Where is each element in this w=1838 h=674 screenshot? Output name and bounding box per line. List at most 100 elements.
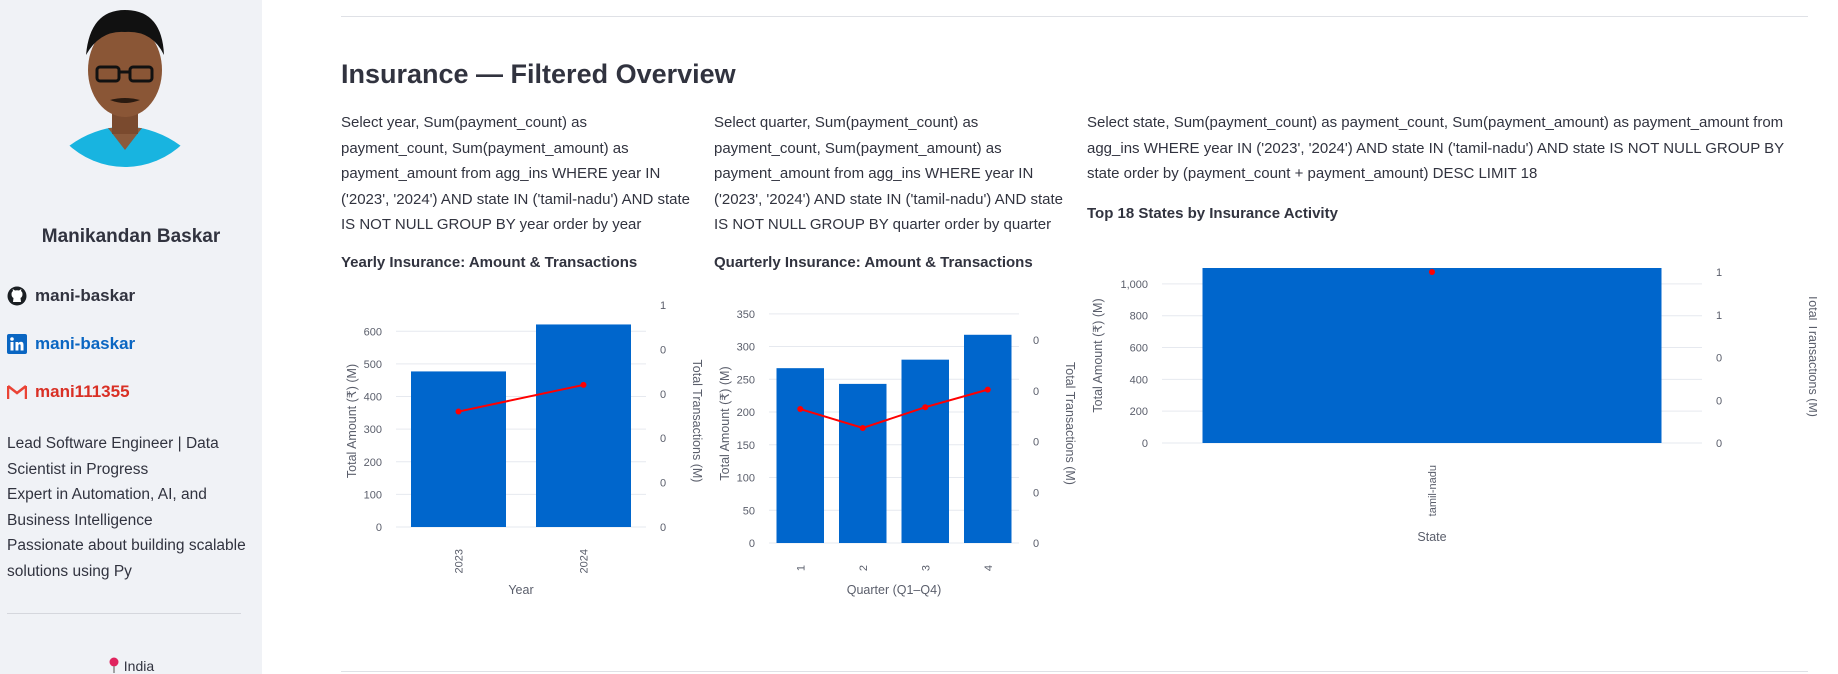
x-tick-label: 2 bbox=[858, 565, 870, 571]
y-tick-label: 500 bbox=[364, 359, 382, 371]
line-point bbox=[1429, 269, 1435, 275]
chart-state: 0 200 400 600 800 1,000 0 0 0 1 1 tamil-nadu State To… bbox=[1091, 267, 1817, 544]
series-line bbox=[799, 388, 989, 430]
y-tick-label: 0 bbox=[749, 538, 755, 550]
location: India bbox=[0, 657, 262, 674]
y-tick-label: 100 bbox=[364, 489, 382, 501]
chart-title-state: Top 18 States by Insurance Activity bbox=[1087, 205, 1338, 222]
line-point bbox=[797, 406, 804, 413]
linkedin-icon bbox=[7, 334, 27, 354]
sidebar: Manikandan Baskar mani-baskar mani-baska… bbox=[0, 0, 262, 674]
divider-top bbox=[341, 16, 1808, 17]
github-link[interactable]: mani-baskar bbox=[7, 286, 135, 306]
bar bbox=[839, 383, 887, 543]
y-tick-label: 600 bbox=[1130, 343, 1148, 355]
y2-tick-label: 0 bbox=[1033, 335, 1039, 347]
series-line bbox=[458, 383, 584, 413]
x-tick-label: 2024 bbox=[579, 549, 591, 573]
sidebar-divider bbox=[7, 613, 241, 614]
line-point bbox=[984, 386, 991, 393]
email-label: mani111355 bbox=[35, 382, 130, 401]
y2-tick-label: 0 bbox=[660, 344, 666, 356]
y2-axis-title: Total Transactions (M) bbox=[690, 360, 704, 483]
y-tick-label: 400 bbox=[364, 392, 382, 404]
page-title: Insurance — Filtered Overview bbox=[341, 59, 736, 89]
chart-title-quarterly: Quarterly Insurance: Amount & Transactio… bbox=[714, 254, 1033, 271]
x-tick-label: 2023 bbox=[454, 549, 466, 573]
y-tick-label: 200 bbox=[1130, 406, 1148, 418]
y2-tick-label: 1 bbox=[660, 300, 666, 312]
linkedin-link[interactable]: mani-baskar bbox=[7, 334, 135, 354]
bar bbox=[1202, 268, 1662, 443]
bar bbox=[901, 359, 949, 543]
profile-name: Manikandan Baskar bbox=[41, 226, 221, 247]
chart-yearly: 0 100 200 300 400 500 600 0 0 0 0 0 1 2023 2024 Year Tot… bbox=[345, 300, 704, 597]
y-tick-label: 250 bbox=[737, 374, 755, 386]
sql-query-yearly: Select year, Sum(payment_count) as payme… bbox=[341, 114, 690, 234]
y-axis-title: Total Amount (₹) (M) bbox=[718, 366, 732, 480]
github-label: mani-baskar bbox=[35, 286, 136, 305]
gmail-icon bbox=[7, 385, 27, 399]
line-point bbox=[580, 381, 587, 388]
y-tick-label: 0 bbox=[376, 522, 382, 534]
y-tick-label: 100 bbox=[737, 473, 755, 485]
linkedin-label: mani-baskar bbox=[35, 334, 136, 353]
profile-photo bbox=[30, 0, 200, 185]
y2-tick-label: 1 bbox=[1716, 267, 1722, 279]
bio-line: Lead Software Engineer | Data Scientist … bbox=[7, 435, 219, 478]
y2-tick-label: 0 bbox=[1033, 538, 1039, 550]
y-tick-label: 600 bbox=[364, 326, 382, 338]
pin-icon bbox=[109, 657, 119, 673]
y-tick-label: 300 bbox=[364, 424, 382, 436]
y-tick-label: 350 bbox=[737, 309, 755, 321]
y-tick-label: 300 bbox=[737, 342, 755, 354]
y2-tick-label: 0 bbox=[1033, 437, 1039, 449]
bar bbox=[411, 371, 506, 527]
y-tick-label: 1,000 bbox=[1120, 279, 1148, 291]
x-axis-title: State bbox=[1417, 530, 1446, 544]
x-tick-label: 1 bbox=[795, 565, 807, 571]
y-tick-label: 150 bbox=[737, 440, 755, 452]
line-point bbox=[455, 408, 462, 415]
y2-axis-title: Total Transactions (M) bbox=[1806, 294, 1817, 417]
location-label: India bbox=[123, 658, 155, 674]
email-link[interactable]: mani111355 bbox=[7, 382, 130, 402]
y2-tick-label: 0 bbox=[1033, 487, 1039, 499]
line-point bbox=[859, 424, 866, 431]
line-point bbox=[922, 404, 929, 411]
bar bbox=[536, 324, 631, 527]
y-tick-label: 400 bbox=[1130, 374, 1148, 386]
y2-tick-label: 0 bbox=[660, 389, 666, 401]
x-tick-label: tamil-nadu bbox=[1427, 465, 1439, 516]
github-icon bbox=[7, 286, 27, 306]
y2-tick-label: 0 bbox=[660, 478, 666, 490]
y2-tick-label: 0 bbox=[660, 522, 666, 534]
bio: Lead Software Engineer | Data Scientist … bbox=[7, 431, 257, 585]
y2-tick-label: 0 bbox=[1716, 438, 1722, 450]
x-axis-title: Year bbox=[508, 583, 533, 597]
sql-query-quarterly: Select quarter, Sum(payment_count) as pa… bbox=[714, 114, 1063, 234]
sql-query-state: Select state, Sum(payment_count) as paym… bbox=[1087, 114, 1784, 183]
x-tick-label: 3 bbox=[920, 565, 932, 571]
y-tick-label: 0 bbox=[1142, 438, 1148, 450]
y-tick-label: 800 bbox=[1130, 311, 1148, 323]
y2-tick-label: 1 bbox=[1716, 310, 1722, 322]
y-axis-title: Total Amount (₹) (M) bbox=[1091, 298, 1105, 412]
y-tick-label: 50 bbox=[743, 505, 755, 517]
bar bbox=[964, 334, 1012, 543]
bar bbox=[776, 368, 824, 543]
x-tick-label: 4 bbox=[983, 565, 995, 571]
x-axis-title: Quarter (Q1–Q4) bbox=[847, 583, 941, 597]
divider-bottom bbox=[341, 671, 1808, 672]
y2-tick-label: 0 bbox=[1716, 353, 1722, 365]
bio-line: Expert in Automation, AI, and Business I… bbox=[7, 486, 207, 529]
chart-quarterly: 0 50 100 150 200 250 300 350 0 0 0 0 0 1 2 3 4 Quarter (Q… bbox=[718, 309, 1077, 597]
y-tick-label: 200 bbox=[737, 407, 755, 419]
y2-tick-label: 0 bbox=[660, 433, 666, 445]
bio-line: Passionate about building scalable solut… bbox=[7, 537, 246, 580]
y-axis-title: Total Amount (₹) (M) bbox=[345, 364, 359, 478]
y2-axis-title: Total Transactions (M) bbox=[1063, 362, 1077, 485]
y2-tick-label: 0 bbox=[1033, 386, 1039, 398]
y-tick-label: 200 bbox=[364, 457, 382, 469]
y2-tick-label: 0 bbox=[1716, 395, 1722, 407]
